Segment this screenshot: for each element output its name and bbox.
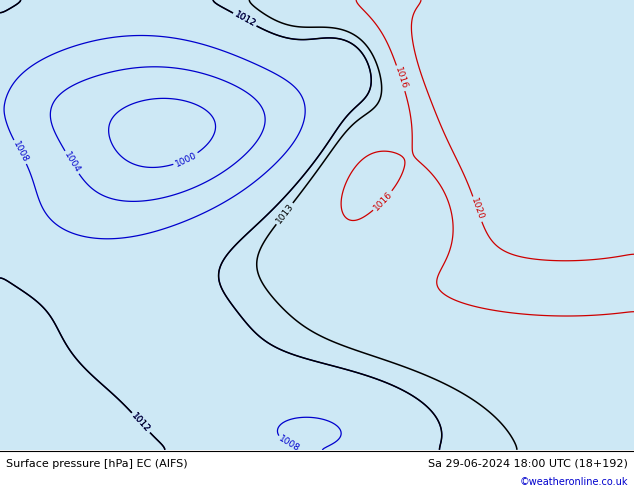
- Text: 1013: 1013: [274, 202, 295, 225]
- Text: 1012: 1012: [233, 10, 257, 29]
- Text: 1008: 1008: [11, 140, 30, 164]
- Text: ©weatheronline.co.uk: ©weatheronline.co.uk: [519, 477, 628, 487]
- Text: 1016: 1016: [393, 66, 409, 91]
- Text: 1012: 1012: [130, 411, 152, 434]
- Text: 1000: 1000: [174, 150, 198, 169]
- Text: 1004: 1004: [62, 150, 82, 174]
- Text: Surface pressure [hPa] EC (AIFS): Surface pressure [hPa] EC (AIFS): [6, 459, 188, 468]
- Text: 1012: 1012: [233, 10, 257, 29]
- Text: 1016: 1016: [372, 190, 394, 212]
- Text: 1020: 1020: [469, 197, 486, 221]
- Text: 1008: 1008: [277, 434, 302, 454]
- Text: 1012: 1012: [130, 411, 152, 434]
- Text: Sa 29-06-2024 18:00 UTC (18+192): Sa 29-06-2024 18:00 UTC (18+192): [428, 459, 628, 468]
